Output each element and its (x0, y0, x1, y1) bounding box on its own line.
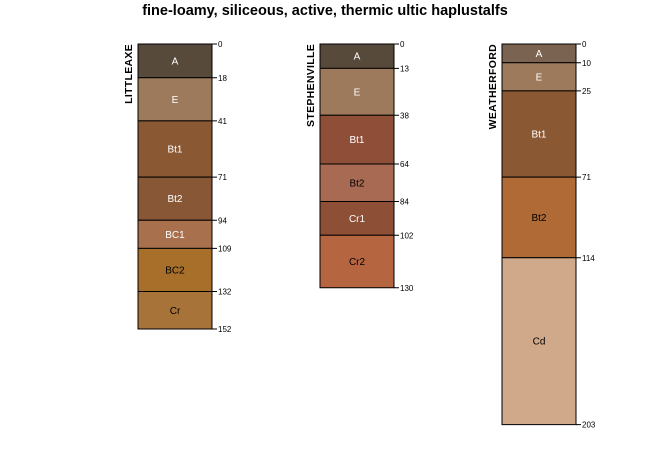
horizon-label-littleaxe-e: E (172, 95, 179, 106)
horizon-label-weatherford-cd: Cd (533, 337, 546, 348)
horizon-label-stephenville-cr2: Cr2 (349, 257, 366, 268)
horizon-stephenville-a (319, 43, 395, 69)
profile-name-stephenville: STEPHENVILLE (305, 44, 317, 127)
horizon-label-weatherford-bt1: Bt1 (531, 130, 546, 141)
depth-label-littleaxe-94: 94 (218, 216, 227, 225)
horizon-label-stephenville-bt1: Bt1 (349, 135, 364, 146)
horizon-label-stephenville-cr1: Cr1 (349, 214, 366, 225)
horizon-label-stephenville-e: E (354, 87, 361, 98)
depth-label-weatherford-25: 25 (582, 87, 591, 96)
horizon-littleaxe-bt2 (137, 176, 213, 221)
horizon-stephenville-e (319, 67, 395, 116)
chart-title: fine-loamy, siliceous, active, thermic u… (142, 3, 508, 19)
horizon-littleaxe-bc2 (137, 247, 213, 292)
depth-label-littleaxe-41: 41 (218, 117, 227, 126)
horizon-label-weatherford-e: E (536, 72, 543, 83)
depth-label-littleaxe-18: 18 (218, 74, 227, 83)
horizon-stephenville-bt2 (319, 163, 395, 202)
horizon-label-littleaxe-a: A (172, 56, 179, 67)
depth-label-weatherford-114: 114 (582, 254, 595, 263)
horizon-weatherford-cd (501, 257, 577, 426)
horizon-stephenville-bt1 (319, 114, 395, 165)
depth-label-littleaxe-109: 109 (218, 244, 232, 253)
horizon-label-littleaxe-bt1: Bt1 (167, 145, 182, 156)
horizon-label-littleaxe-bc1: BC1 (165, 230, 185, 241)
depth-label-stephenville-84: 84 (400, 198, 409, 207)
horizon-label-stephenville-bt2: Bt2 (349, 178, 364, 189)
horizon-label-littleaxe-bc2: BC2 (165, 265, 185, 276)
profile-name-littleaxe: LITTLEAXE (123, 44, 135, 104)
horizon-weatherford-bt1 (501, 90, 577, 178)
depth-label-littleaxe-132: 132 (218, 288, 232, 297)
depth-label-weatherford-203: 203 (582, 421, 596, 430)
profile-weatherford: WEATHERFORD A E Bt1 Bt2 Cd 0 10 25 71 114 203 (487, 40, 596, 430)
horizon-label-littleaxe-cr: Cr (170, 306, 181, 317)
horizon-label-littleaxe-bt2: Bt2 (167, 194, 182, 205)
depth-label-stephenville-0: 0 (400, 40, 405, 49)
horizon-stephenville-cr2 (319, 234, 395, 289)
depth-label-stephenville-102: 102 (400, 231, 414, 240)
depth-label-weatherford-71: 71 (582, 173, 591, 182)
depth-label-weatherford-10: 10 (582, 59, 591, 68)
depth-label-weatherford-0: 0 (582, 40, 587, 49)
horizon-littleaxe-a (137, 43, 213, 79)
depth-label-stephenville-38: 38 (400, 111, 409, 120)
depth-label-stephenville-64: 64 (400, 160, 409, 169)
horizon-weatherford-bt2 (501, 176, 577, 259)
horizon-littleaxe-cr (137, 291, 213, 330)
profile-stephenville: STEPHENVILLE A E Bt1 Bt2 Cr1 Cr2 0 13 38 64 84 102 13… (305, 40, 414, 293)
horizon-littleaxe-bt1 (137, 120, 213, 178)
horizon-label-weatherford-a: A (536, 49, 543, 60)
depth-label-stephenville-13: 13 (400, 64, 409, 73)
depth-label-littleaxe-152: 152 (218, 325, 232, 334)
horizon-label-weatherford-bt2: Bt2 (531, 213, 546, 224)
depth-label-littleaxe-0: 0 (218, 40, 223, 49)
horizon-label-stephenville-a: A (354, 52, 361, 63)
depth-label-stephenville-130: 130 (400, 284, 414, 293)
horizon-stephenville-cr1 (319, 201, 395, 236)
depth-label-littleaxe-71: 71 (218, 173, 227, 182)
horizon-weatherford-e (501, 62, 577, 92)
profile-littleaxe: LITTLEAXE A E Bt1 Bt2 BC1 BC2 Cr 0 18 41 71 94 109 132… (123, 40, 232, 334)
profile-name-weatherford: WEATHERFORD (487, 44, 499, 129)
